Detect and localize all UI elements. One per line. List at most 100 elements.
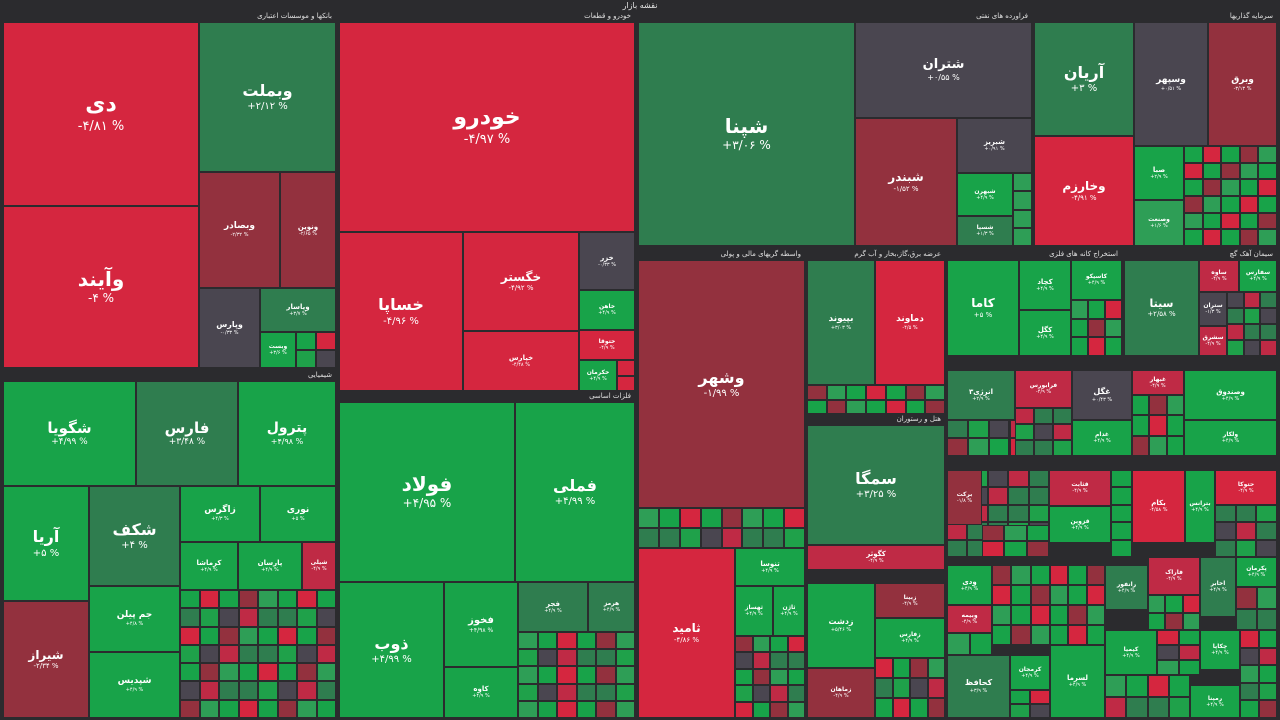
minor-stock-tile[interactable] — [1260, 292, 1277, 308]
minor-stock-tile[interactable] — [238, 626, 258, 645]
minor-stock-tile[interactable] — [1111, 522, 1132, 540]
minor-stock-tile[interactable] — [1256, 522, 1277, 540]
stock-tile[interactable]: وپارس -۰/۳۳ % — [199, 288, 260, 368]
minor-stock-tile[interactable] — [296, 350, 316, 368]
minor-stock-tile[interactable] — [679, 528, 701, 548]
minor-stock-tile[interactable] — [596, 649, 616, 667]
minor-stock-tile[interactable] — [885, 385, 906, 400]
minor-stock-tile[interactable] — [721, 508, 743, 528]
stock-tile[interactable]: کاوه +۴/۹ % — [444, 667, 518, 718]
sector-header[interactable]: فراورده های نفتی — [976, 12, 1028, 20]
minor-stock-tile[interactable] — [1071, 300, 1088, 319]
minor-stock-tile[interactable] — [1105, 675, 1127, 697]
minor-stock-tile[interactable] — [219, 590, 239, 609]
minor-stock-tile[interactable] — [875, 658, 893, 678]
minor-stock-tile[interactable] — [1182, 612, 1200, 630]
minor-stock-tile[interactable] — [537, 649, 557, 667]
minor-stock-tile[interactable] — [875, 678, 893, 698]
stock-tile[interactable]: شسپا +۱/۳ % — [957, 216, 1013, 246]
minor-stock-tile[interactable] — [1184, 179, 1203, 196]
minor-stock-tile[interactable] — [1147, 696, 1169, 718]
minor-stock-tile[interactable] — [1236, 587, 1257, 609]
minor-stock-tile[interactable] — [892, 678, 910, 698]
minor-stock-tile[interactable] — [1184, 212, 1203, 230]
minor-stock-tile[interactable] — [1086, 565, 1105, 585]
minor-stock-tile[interactable] — [258, 699, 278, 718]
minor-stock-tile[interactable] — [1256, 608, 1277, 630]
minor-stock-tile[interactable] — [1243, 292, 1261, 308]
minor-stock-tile[interactable] — [1050, 585, 1069, 605]
minor-stock-tile[interactable] — [576, 649, 596, 667]
minor-stock-tile[interactable] — [1202, 196, 1222, 213]
minor-stock-tile[interactable] — [1126, 696, 1148, 718]
minor-stock-tile[interactable] — [969, 633, 992, 655]
minor-stock-tile[interactable] — [700, 528, 722, 548]
stock-tile[interactable]: وپاسار +۳/۷ % — [260, 288, 336, 332]
minor-stock-tile[interactable] — [615, 666, 635, 684]
minor-stock-tile[interactable] — [1015, 408, 1034, 424]
minor-stock-tile[interactable] — [1215, 522, 1236, 540]
minor-stock-tile[interactable] — [596, 683, 616, 701]
minor-stock-tile[interactable] — [1260, 324, 1277, 340]
stock-tile[interactable]: زفارس +۴/۹ % — [875, 618, 945, 658]
minor-stock-tile[interactable] — [297, 626, 317, 645]
minor-stock-tile[interactable] — [199, 644, 219, 664]
minor-stock-tile[interactable] — [784, 528, 805, 548]
minor-stock-tile[interactable] — [1258, 700, 1277, 718]
stock-tile[interactable]: وبیمه -۴/۹ % — [947, 605, 992, 633]
minor-stock-tile[interactable] — [1111, 470, 1132, 488]
stock-tile[interactable]: آریا +۵ % — [3, 486, 89, 601]
minor-stock-tile[interactable] — [1178, 630, 1200, 645]
minor-stock-tile[interactable] — [1013, 227, 1032, 246]
stock-tile[interactable]: ختوقا -۴/۹ % — [579, 330, 635, 360]
minor-stock-tile[interactable] — [735, 668, 753, 686]
minor-stock-tile[interactable] — [518, 700, 538, 718]
stock-tile[interactable]: رمپنا +۴/۹ % — [1190, 685, 1240, 718]
stock-tile[interactable]: ستران -۱/۳ % — [1199, 292, 1227, 326]
minor-stock-tile[interactable] — [770, 685, 788, 702]
minor-stock-tile[interactable] — [770, 668, 788, 686]
minor-stock-tile[interactable] — [1168, 675, 1190, 697]
minor-stock-tile[interactable] — [258, 644, 278, 664]
minor-stock-tile[interactable] — [537, 666, 557, 684]
minor-stock-tile[interactable] — [1111, 504, 1132, 523]
minor-stock-tile[interactable] — [199, 626, 219, 645]
minor-stock-tile[interactable] — [1068, 565, 1087, 585]
stock-tile[interactable]: برکت -۱/۸ % — [947, 470, 982, 525]
minor-stock-tile[interactable] — [518, 632, 538, 650]
minor-stock-tile[interactable] — [1184, 162, 1203, 180]
minor-stock-tile[interactable] — [1258, 212, 1277, 230]
minor-stock-tile[interactable] — [576, 666, 596, 684]
minor-stock-tile[interactable] — [1239, 146, 1259, 163]
minor-stock-tile[interactable] — [297, 681, 317, 700]
minor-stock-tile[interactable] — [1126, 675, 1148, 697]
minor-stock-tile[interactable] — [1011, 585, 1031, 605]
minor-stock-tile[interactable] — [238, 663, 258, 682]
minor-stock-tile[interactable] — [947, 420, 968, 438]
minor-stock-tile[interactable] — [742, 508, 764, 528]
minor-stock-tile[interactable] — [1053, 440, 1072, 456]
minor-stock-tile[interactable] — [1105, 318, 1122, 338]
sector-header[interactable]: بانکها و موسسات اعتباری — [257, 12, 332, 20]
minor-stock-tile[interactable] — [910, 678, 928, 698]
stock-tile[interactable]: وبصادر -۲/۳۲ % — [199, 172, 280, 288]
minor-stock-tile[interactable] — [846, 399, 867, 414]
minor-stock-tile[interactable] — [982, 525, 1005, 541]
minor-stock-tile[interactable] — [1111, 539, 1132, 557]
minor-stock-tile[interactable] — [1010, 704, 1030, 718]
stock-tile[interactable]: کچاد +۴/۹ % — [1019, 260, 1071, 310]
minor-stock-tile[interactable] — [557, 683, 577, 701]
stock-tile[interactable]: سشرق -۴/۹ % — [1199, 326, 1227, 356]
stock-tile[interactable]: کحافظ +۳/۹ % — [947, 655, 1010, 718]
stock-tile[interactable]: فاراک -۴/۹ % — [1148, 557, 1200, 595]
minor-stock-tile[interactable] — [982, 541, 1005, 557]
minor-stock-tile[interactable] — [1034, 424, 1053, 440]
minor-stock-tile[interactable] — [770, 701, 788, 718]
minor-stock-tile[interactable] — [1071, 318, 1088, 338]
stock-tile[interactable]: وسپهر +۰/۵۱ % — [1134, 22, 1208, 146]
minor-stock-tile[interactable] — [1239, 162, 1259, 180]
stock-tile[interactable]: غگل +۰/۴۳ % — [1072, 370, 1132, 420]
minor-stock-tile[interactable] — [927, 698, 945, 718]
minor-stock-tile[interactable] — [1258, 162, 1277, 180]
minor-stock-tile[interactable] — [679, 508, 701, 528]
